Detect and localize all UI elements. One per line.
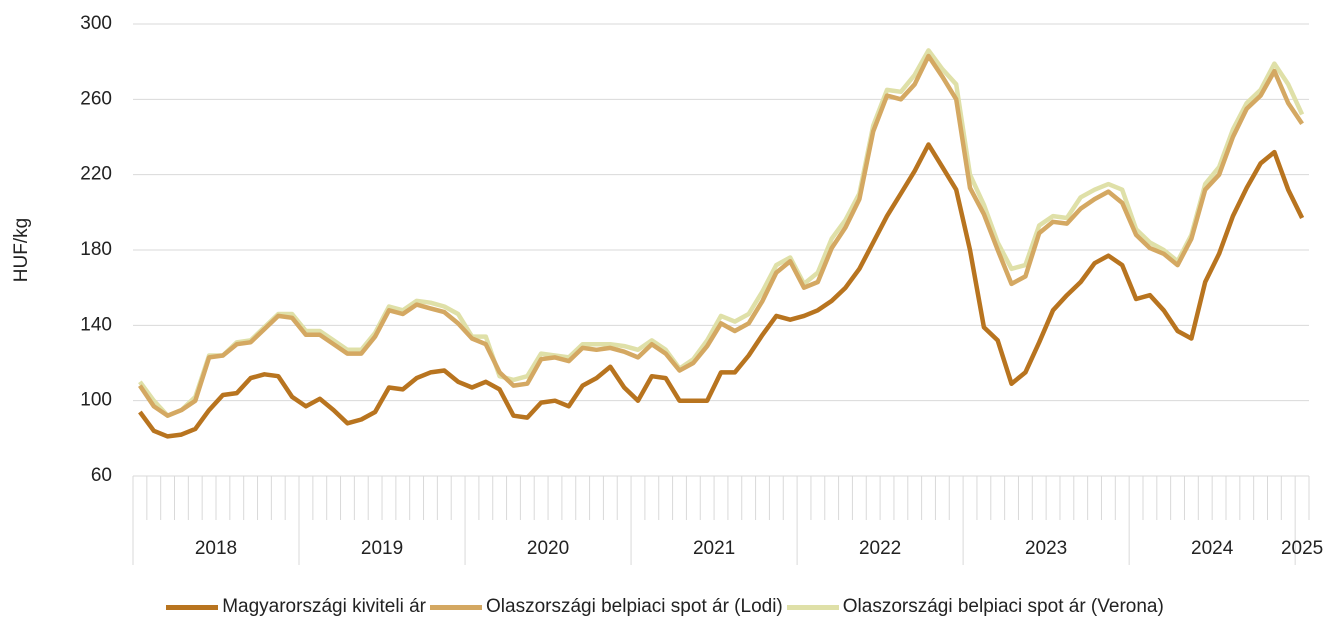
- series-line: [138, 142, 1305, 439]
- legend-item: Olaszországi belpiaci spot ár (Verona): [786, 596, 1164, 618]
- legend-item: Magyarországi kiviteli ár: [166, 596, 426, 618]
- y-tick-label: 300: [80, 13, 112, 34]
- y-tick-label: 60: [91, 465, 112, 486]
- x-tick-label: 2019: [361, 538, 403, 559]
- series-line: [138, 48, 1305, 418]
- legend-label: Magyarországi kiviteli ár: [222, 596, 426, 617]
- x-tick-label: 2022: [859, 538, 901, 559]
- x-tick-label: 2025: [1281, 538, 1323, 559]
- x-tick-label: 2020: [527, 538, 569, 559]
- legend-swatch: [430, 604, 482, 610]
- page: {"chart_data": {"type": "line", "y_label…: [11, 13, 1324, 617]
- x-tick-label: 2021: [693, 538, 735, 559]
- legend-label: Olaszországi belpiaci spot ár (Verona): [842, 596, 1164, 617]
- y-tick-label: 100: [80, 390, 112, 411]
- y-tick-label: 260: [80, 88, 112, 109]
- legend: Magyarországi kiviteli ár Olaszországi be…: [0, 596, 1330, 618]
- legend-item: Olaszországi belpiaci spot ár (Lodi): [430, 596, 783, 618]
- y-tick-label: 140: [80, 314, 112, 335]
- y-axis-label: HUF/kg: [11, 218, 32, 282]
- legend-swatch: [786, 604, 839, 610]
- y-tick-label: 180: [80, 239, 112, 260]
- x-tick-label: 2024: [1191, 538, 1234, 559]
- series-line: [138, 53, 1304, 418]
- legend-swatch: [166, 604, 219, 610]
- legend-label: Olaszországi belpiaci spot ár (Lodi): [486, 596, 783, 617]
- y-tick-label: 220: [80, 164, 112, 185]
- x-tick-label: 2023: [1025, 538, 1067, 559]
- chart: HUF/kg 60 100 140 180 220 260 300 2018 2019 2020 2…: [11, 13, 1323, 565]
- x-tick-label: 2018: [195, 538, 237, 559]
